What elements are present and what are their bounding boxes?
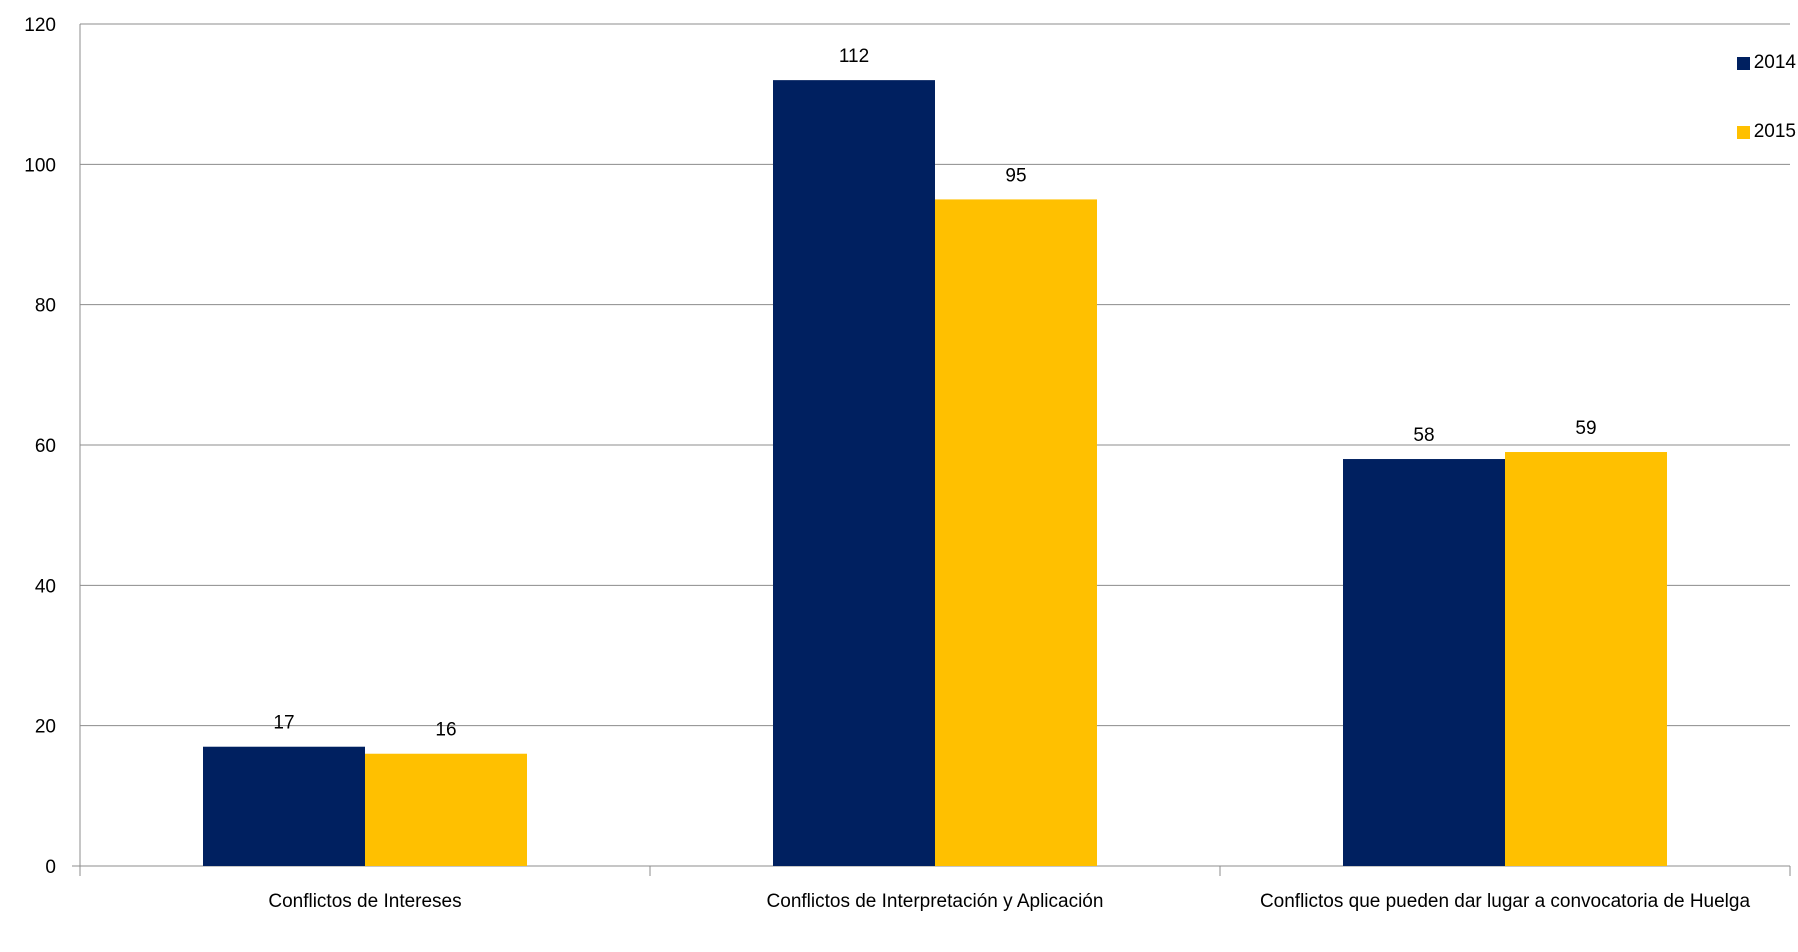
legend-item-2014: 2014 — [1736, 52, 1796, 74]
y-tick-label: 80 — [35, 296, 56, 317]
legend-label-2014: 2014 — [1753, 52, 1796, 73]
legend: 2014 2015 — [1736, 52, 1796, 190]
data-label: 95 — [1005, 165, 1026, 186]
legend-swatch-2015 — [1736, 125, 1750, 139]
bar-2015 — [935, 199, 1097, 866]
y-tick-label: 20 — [35, 717, 56, 738]
data-label: 58 — [1413, 425, 1434, 446]
y-tick-label: 120 — [24, 15, 56, 36]
y-tick-label: 100 — [24, 155, 56, 176]
y-tick-label: 40 — [35, 576, 56, 597]
bar-2014 — [1343, 459, 1505, 866]
legend-swatch-2014 — [1736, 56, 1750, 70]
data-label: 59 — [1575, 418, 1596, 439]
x-tick-label: Conflictos que pueden dar lugar a convoc… — [1260, 891, 1751, 912]
data-label: 17 — [273, 713, 294, 734]
legend-label-2015: 2015 — [1753, 121, 1796, 142]
bar-2015 — [1505, 452, 1667, 866]
data-label: 16 — [435, 720, 456, 741]
x-tick-label: Conflictos de Interpretación y Aplicació… — [767, 891, 1104, 912]
legend-item-2015: 2015 — [1736, 121, 1796, 143]
bar-2014 — [773, 80, 935, 867]
x-tick-label: Conflictos de Intereses — [268, 891, 461, 912]
y-tick-label: 60 — [35, 436, 56, 457]
bar-2015 — [365, 753, 527, 866]
bar-2014 — [203, 746, 365, 866]
y-tick-label: 0 — [45, 857, 56, 878]
data-label: 112 — [839, 46, 869, 67]
